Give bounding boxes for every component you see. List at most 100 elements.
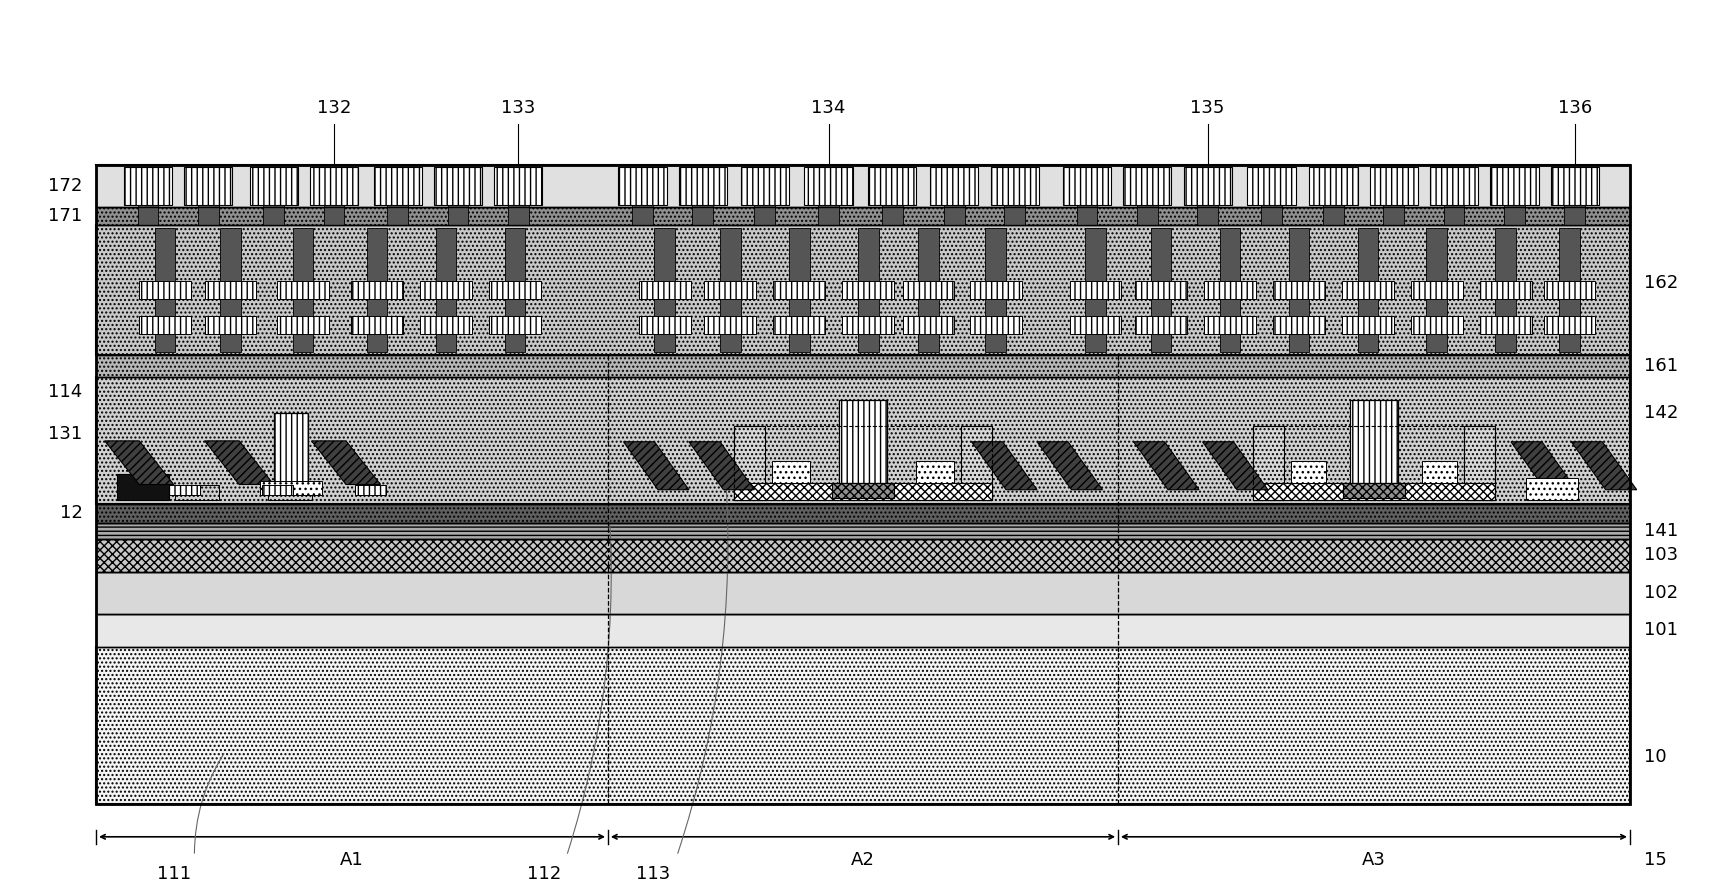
Bar (692, 206, 713, 225)
Bar (354, 485, 385, 495)
Text: 15: 15 (1643, 851, 1667, 869)
Bar (734, 483, 992, 501)
Bar (419, 282, 471, 299)
Text: A3: A3 (1362, 851, 1386, 869)
Polygon shape (105, 441, 174, 485)
Polygon shape (312, 441, 380, 485)
Text: 142: 142 (1643, 404, 1678, 422)
Bar (97, 355, 1629, 377)
Bar (97, 225, 1629, 355)
Bar (97, 571, 1629, 614)
Bar (639, 316, 690, 334)
Bar (198, 206, 219, 225)
Polygon shape (972, 442, 1037, 490)
Bar (1274, 282, 1326, 299)
Bar (278, 316, 328, 334)
Bar (387, 206, 407, 225)
Bar (185, 167, 233, 206)
Text: 162: 162 (1643, 275, 1678, 292)
Bar (1077, 206, 1098, 225)
Polygon shape (689, 442, 754, 490)
Text: 131: 131 (48, 425, 83, 443)
Bar (311, 167, 357, 206)
Bar (734, 426, 992, 501)
Bar (1086, 228, 1106, 352)
Bar (488, 282, 540, 299)
Bar (1384, 206, 1403, 225)
Bar (772, 461, 809, 483)
Bar (1253, 483, 1495, 501)
Bar (1410, 316, 1462, 334)
Bar (124, 167, 173, 206)
Text: 111: 111 (157, 865, 192, 882)
Bar (269, 485, 312, 501)
Bar (278, 282, 328, 299)
Bar (261, 481, 323, 495)
Bar (754, 206, 775, 225)
Bar (140, 282, 192, 299)
Bar (773, 316, 825, 334)
Bar (1559, 228, 1579, 352)
Bar (1253, 426, 1495, 501)
Bar (1550, 167, 1598, 206)
Bar (842, 282, 894, 299)
Text: 113: 113 (635, 865, 670, 882)
Bar (97, 647, 1629, 804)
Bar (842, 316, 894, 334)
Bar (1262, 206, 1282, 225)
Bar (961, 426, 992, 501)
Bar (366, 228, 387, 352)
Bar (138, 206, 159, 225)
Bar (944, 206, 965, 225)
Bar (1274, 316, 1326, 334)
Text: A1: A1 (340, 851, 364, 869)
Bar (1370, 167, 1417, 206)
Text: 102: 102 (1643, 584, 1678, 602)
Bar (169, 485, 200, 495)
Text: 134: 134 (811, 99, 846, 117)
Bar (264, 206, 285, 225)
Bar (324, 206, 343, 225)
Bar (1343, 282, 1395, 299)
Bar (494, 167, 542, 206)
Bar (1543, 282, 1595, 299)
Bar (433, 167, 482, 206)
Bar (1151, 228, 1172, 352)
Bar (882, 206, 903, 225)
Text: 161: 161 (1643, 357, 1678, 376)
Bar (720, 228, 740, 352)
Bar (804, 167, 853, 206)
Bar (991, 167, 1039, 206)
Bar (97, 377, 1629, 503)
Bar (140, 316, 192, 334)
Bar (1429, 167, 1477, 206)
Text: 12: 12 (59, 504, 83, 522)
Bar (205, 282, 257, 299)
Text: 171: 171 (48, 207, 83, 225)
Bar (1543, 316, 1595, 334)
Bar (789, 228, 809, 352)
Text: 132: 132 (318, 99, 350, 117)
Bar (1526, 478, 1578, 501)
Bar (632, 206, 652, 225)
Bar (1136, 316, 1187, 334)
Bar (293, 228, 314, 352)
Bar (1426, 228, 1446, 352)
Bar (1350, 400, 1398, 483)
Bar (986, 228, 1006, 352)
Bar (419, 316, 471, 334)
Bar (704, 316, 756, 334)
Polygon shape (1134, 442, 1200, 490)
Bar (274, 413, 309, 483)
Bar (1253, 426, 1284, 501)
Bar (250, 167, 299, 206)
Bar (1220, 228, 1241, 352)
Bar (918, 228, 939, 352)
Bar (97, 614, 1629, 647)
Text: A2: A2 (851, 851, 875, 869)
Polygon shape (205, 441, 274, 485)
Bar (1198, 206, 1219, 225)
Bar (903, 316, 954, 334)
Bar (1422, 461, 1457, 483)
Polygon shape (623, 442, 689, 490)
